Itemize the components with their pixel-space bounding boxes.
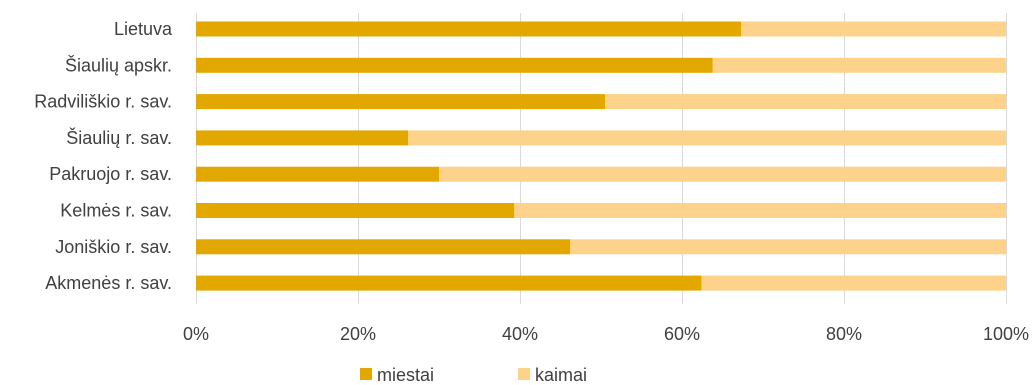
bar-kaimai-5 — [514, 203, 1006, 218]
legend-label-miestai: miestai — [377, 365, 434, 385]
bar-miestai-1 — [196, 57, 713, 73]
category-label: Lietuva — [114, 19, 173, 39]
bar-miestai-6 — [196, 239, 571, 255]
x-axis-tick-labels: 0% 20% 40% 60% 80% 100% — [183, 324, 1029, 344]
x-tick-label: 40% — [502, 324, 538, 344]
category-label: Joniškio r. sav. — [55, 237, 172, 257]
bar-miestai-2 — [196, 94, 606, 110]
category-label: Šiaulių r. sav. — [66, 127, 172, 148]
bar-kaimai-6 — [570, 239, 1006, 255]
x-tick-label: 80% — [826, 324, 862, 344]
x-tick-label: 20% — [340, 324, 376, 344]
bar-kaimai-4 — [439, 166, 1006, 182]
bar-miestai-4 — [196, 166, 439, 182]
legend: miestai kaimai — [360, 365, 587, 385]
category-label: Radviliškio r. sav. — [34, 92, 172, 112]
bar-miestai-0 — [196, 21, 742, 37]
bar-kaimai-1 — [712, 57, 1006, 73]
bar-kaimai-0 — [741, 21, 1006, 37]
x-tick-label: 0% — [183, 324, 209, 344]
bar-kaimai-3 — [408, 130, 1007, 146]
x-tick-label: 60% — [664, 324, 700, 344]
bar-kaimai-2 — [605, 94, 1006, 110]
bars — [196, 21, 1007, 291]
category-label: Šiaulių apskr. — [65, 54, 172, 75]
category-label: Kelmės r. sav. — [60, 201, 172, 221]
category-label: Pakruojo r. sav. — [49, 164, 172, 184]
bar-miestai-5 — [196, 203, 515, 218]
bar-kaimai-7 — [701, 275, 1006, 291]
legend-swatch-miestai — [360, 368, 372, 380]
gridlines — [196, 13, 1007, 304]
bar-miestai-7 — [196, 275, 702, 291]
legend-label-kaimai: kaimai — [535, 365, 587, 385]
bar-miestai-3 — [196, 130, 409, 146]
legend-swatch-kaimai — [518, 368, 530, 380]
x-tick-label: 100% — [983, 324, 1029, 344]
category-labels: Lietuva Šiaulių apskr. Radviliškio r. sav.… — [34, 19, 173, 293]
category-label: Akmenės r. sav. — [45, 273, 172, 293]
